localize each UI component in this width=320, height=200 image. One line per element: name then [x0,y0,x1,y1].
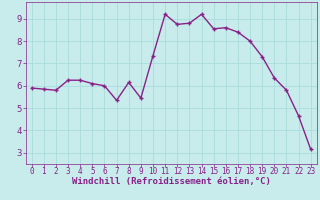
X-axis label: Windchill (Refroidissement éolien,°C): Windchill (Refroidissement éolien,°C) [72,177,271,186]
